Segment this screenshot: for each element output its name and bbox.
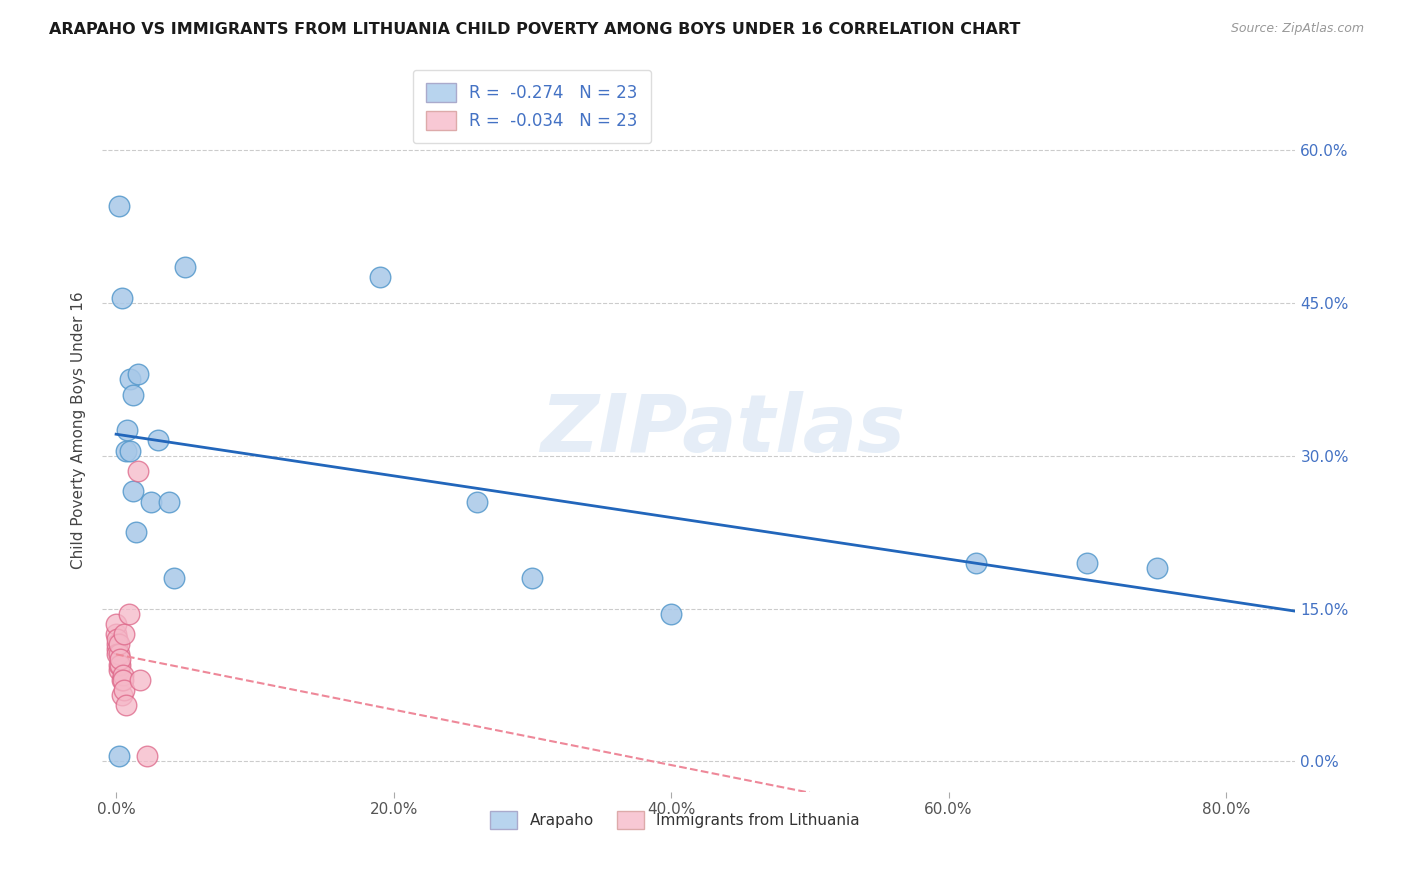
Point (174, 260, 197, 275)
Point (107, 648, 129, 662)
Point (114, 443, 136, 458)
Point (127, 368, 149, 382)
Point (121, 387, 143, 401)
Point (108, 199, 131, 213)
Point (118, 372, 141, 386)
Point (146, 434, 169, 448)
Y-axis label: Child Poverty Among Boys Under 16: Child Poverty Among Boys Under 16 (72, 292, 86, 569)
Point (368, 270, 391, 285)
Point (117, 607, 139, 621)
Point (110, 652, 132, 666)
Legend: Arapaho, Immigrants from Lithuania: Arapaho, Immigrants from Lithuania (484, 805, 866, 835)
Point (1146, 561, 1168, 575)
Text: ZIPatlas: ZIPatlas (540, 392, 905, 469)
Point (112, 683, 135, 698)
Point (163, 571, 186, 585)
Point (128, 673, 150, 687)
Point (105, 616, 128, 631)
Point (157, 494, 180, 508)
Point (139, 494, 162, 508)
Point (522, 571, 544, 585)
Point (114, 698, 136, 713)
Text: Source: ZipAtlas.com: Source: ZipAtlas.com (1230, 22, 1364, 36)
Point (1076, 556, 1098, 570)
Point (110, 657, 132, 672)
Point (105, 627, 128, 641)
Point (127, 464, 149, 478)
Point (112, 627, 135, 641)
Point (107, 642, 129, 657)
Point (118, 443, 141, 458)
Point (965, 556, 987, 570)
Point (108, 657, 131, 672)
Point (108, 749, 131, 764)
Point (659, 607, 682, 621)
Point (111, 291, 134, 305)
Point (135, 749, 157, 764)
Point (111, 673, 134, 687)
Point (111, 688, 134, 702)
Point (108, 663, 131, 677)
Point (107, 632, 129, 647)
Point (111, 667, 134, 681)
Point (111, 673, 134, 687)
Point (108, 648, 131, 662)
Point (115, 423, 138, 437)
Text: ARAPAHO VS IMMIGRANTS FROM LITHUANIA CHILD POVERTY AMONG BOYS UNDER 16 CORRELATI: ARAPAHO VS IMMIGRANTS FROM LITHUANIA CHI… (49, 22, 1021, 37)
Point (465, 494, 488, 508)
Point (124, 525, 146, 540)
Point (108, 637, 131, 651)
Point (107, 637, 129, 651)
Point (121, 484, 143, 499)
